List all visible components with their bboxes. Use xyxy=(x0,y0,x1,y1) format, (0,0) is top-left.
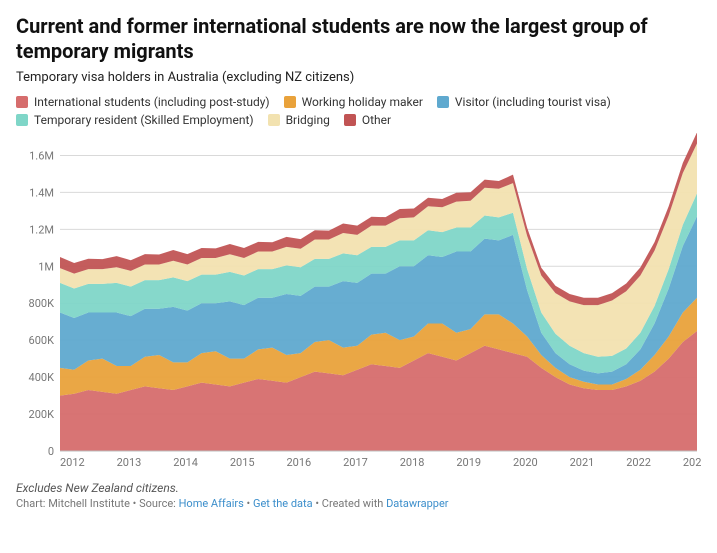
svg-text:2018: 2018 xyxy=(400,456,425,469)
chart-author: Mitchell Institute xyxy=(48,497,130,510)
svg-text:2019: 2019 xyxy=(456,456,481,469)
svg-text:200K: 200K xyxy=(29,408,55,421)
getdata-link[interactable]: Get the data xyxy=(253,497,313,510)
legend-label: Visitor (including tourist visa) xyxy=(455,95,611,109)
svg-text:400K: 400K xyxy=(29,371,55,384)
svg-text:2021: 2021 xyxy=(570,456,595,469)
created-link[interactable]: Datawrapper xyxy=(386,497,448,510)
svg-text:2020: 2020 xyxy=(513,456,538,469)
svg-text:1.4M: 1.4M xyxy=(29,186,54,199)
legend-label: Other xyxy=(362,113,391,127)
svg-text:1.6M: 1.6M xyxy=(29,149,54,162)
chart-container: Current and former international student… xyxy=(0,0,717,553)
created-label: Created with xyxy=(322,497,386,510)
svg-text:2023: 2023 xyxy=(683,456,701,469)
legend-swatch xyxy=(437,96,449,108)
sep: • xyxy=(130,497,139,510)
sep: • xyxy=(244,497,253,510)
legend-swatch xyxy=(344,114,356,126)
svg-text:0: 0 xyxy=(48,445,54,458)
chart-title: Current and former international student… xyxy=(16,14,701,64)
chart-label: Chart: xyxy=(16,497,48,510)
svg-text:2012: 2012 xyxy=(60,456,85,469)
legend-item: Working holiday maker xyxy=(284,95,423,109)
chart-footer: Excludes New Zealand citizens. Chart: Mi… xyxy=(16,481,701,510)
legend: International students (including post-s… xyxy=(16,95,701,127)
legend-swatch xyxy=(284,96,296,108)
area-chart-svg: 0 200K 400K 600K 800K 1M 1.2M 1.4M 1.6M 2012 2013 2… xyxy=(16,133,701,473)
sep: • xyxy=(313,497,322,510)
legend-item: Bridging xyxy=(268,113,330,127)
legend-item: Visitor (including tourist visa) xyxy=(437,95,611,109)
legend-label: Temporary resident (Skilled Employment) xyxy=(34,113,254,127)
legend-item: Temporary resident (Skilled Employment) xyxy=(16,113,254,127)
legend-label: Bridging xyxy=(286,113,330,127)
legend-item: International students (including post-s… xyxy=(16,95,270,109)
svg-text:2015: 2015 xyxy=(230,456,255,469)
legend-label: International students (including post-s… xyxy=(34,95,270,109)
svg-text:2022: 2022 xyxy=(626,456,651,469)
legend-swatch xyxy=(16,114,28,126)
footer-note: Excludes New Zealand citizens. xyxy=(16,481,701,495)
svg-text:2013: 2013 xyxy=(117,456,142,469)
svg-text:600K: 600K xyxy=(29,334,55,347)
footer-credits: Chart: Mitchell Institute • Source: Home… xyxy=(16,497,701,510)
legend-swatch xyxy=(16,96,28,108)
svg-text:800K: 800K xyxy=(29,297,55,310)
chart-plot: 0 200K 400K 600K 800K 1M 1.2M 1.4M 1.6M 2012 2013 2… xyxy=(16,133,701,473)
legend-swatch xyxy=(268,114,280,126)
legend-item: Other xyxy=(344,113,391,127)
svg-text:2014: 2014 xyxy=(173,456,198,469)
source-link[interactable]: Home Affairs xyxy=(179,497,244,510)
svg-text:2016: 2016 xyxy=(286,456,311,469)
svg-text:1M: 1M xyxy=(38,260,54,273)
source-label: Source: xyxy=(139,497,178,510)
svg-text:2017: 2017 xyxy=(343,456,368,469)
chart-subtitle: Temporary visa holders in Australia (exc… xyxy=(16,70,701,85)
legend-label: Working holiday maker xyxy=(302,95,423,109)
svg-text:1.2M: 1.2M xyxy=(29,223,54,236)
